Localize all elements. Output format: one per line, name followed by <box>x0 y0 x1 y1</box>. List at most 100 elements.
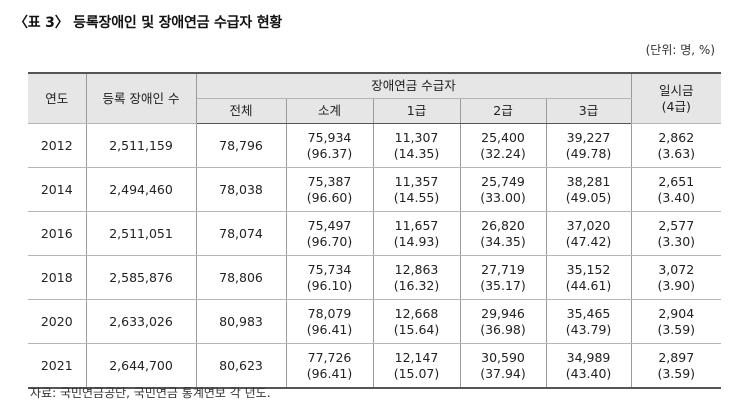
cell-grade3: 39,227 (49.78) <box>545 123 632 168</box>
cell-grade2-percent: (36.98) <box>480 321 526 337</box>
cell-grade2-percent: (32.24) <box>480 145 526 161</box>
cell-grade2-value: 26,820 <box>481 217 525 233</box>
cell-grade1-percent: (14.93) <box>393 233 440 249</box>
cell-total-value: 78,796 <box>219 137 263 153</box>
table-row: 2012 2,511,159 78,796 75,934 (96.37) 11,307 (1… <box>28 123 722 168</box>
cell-grade3-value: 37,020 <box>566 217 611 233</box>
cell-registered: 2,644,700 <box>85 343 197 389</box>
cell-grade2: 29,946 (36.98) <box>459 299 547 344</box>
cell-grade3-value: 35,465 <box>566 305 611 321</box>
cell-year-value: 2020 <box>40 313 73 329</box>
header-total: 전체 <box>196 98 287 124</box>
cell-lump-sum-value: 3,072 <box>658 261 695 277</box>
cell-grade3-percent: (49.05) <box>565 189 612 205</box>
cell-subtotal: 77,726 (96.41) <box>285 343 374 389</box>
cell-total: 78,038 <box>195 167 287 212</box>
cell-registered: 2,494,460 <box>85 167 197 212</box>
cell-grade1: 11,357 (14.55) <box>372 167 461 212</box>
cell-year: 2014 <box>28 167 87 212</box>
cell-grade1-value: 11,657 <box>394 217 439 233</box>
cell-grade2-percent: (33.00) <box>480 189 526 205</box>
cell-total: 78,074 <box>195 211 287 256</box>
cell-grade3-value: 38,281 <box>566 173 611 189</box>
cell-lump-sum: 2,904 (3.59) <box>630 299 722 344</box>
cell-subtotal: 75,497 (96.70) <box>285 211 374 256</box>
header-row-top: 연도 등록 장애인 수 장애연금 수급자 일시금 (4급) <box>28 72 722 124</box>
cell-year: 2021 <box>28 343 87 389</box>
table-body: 2012 2,511,159 78,796 75,934 (96.37) 11,307 (1… <box>28 123 722 389</box>
cell-grade3: 34,989 (43.40) <box>545 343 632 389</box>
header-lump-line1: 일시금 <box>659 82 694 98</box>
cell-grade2: 25,749 (33.00) <box>459 167 547 212</box>
cell-lump-sum-percent: (3.59) <box>657 365 696 381</box>
cell-total: 78,796 <box>195 123 287 168</box>
cell-total: 78,806 <box>195 255 287 300</box>
cell-grade1-value: 11,307 <box>394 129 439 145</box>
cell-grade2-value: 25,749 <box>481 173 525 189</box>
cell-grade3-percent: (43.79) <box>565 321 612 337</box>
cell-total: 80,623 <box>195 343 287 389</box>
cell-lump-sum-value: 2,862 <box>658 129 695 145</box>
cell-year-value: 2021 <box>40 357 73 373</box>
recipients-table: 연도 등록 장애인 수 장애연금 수급자 일시금 (4급) 전체 소계 1급 2… <box>28 72 722 389</box>
cell-subtotal-value: 75,497 <box>307 217 352 233</box>
cell-lump-sum-value: 2,904 <box>658 305 695 321</box>
cell-lump-sum-value: 2,897 <box>658 349 695 365</box>
cell-grade2-value: 29,946 <box>481 305 525 321</box>
cell-grade1-percent: (15.64) <box>393 321 440 337</box>
cell-subtotal-value: 75,934 <box>307 129 352 145</box>
cell-subtotal: 75,934 (96.37) <box>285 123 374 168</box>
table-row: 2021 2,644,700 80,623 77,726 (96.41) 12,147 (1… <box>28 343 722 389</box>
cell-registered-value: 2,585,876 <box>109 269 173 285</box>
cell-lump-sum-percent: (3.30) <box>657 233 696 249</box>
cell-total-value: 80,983 <box>219 313 263 329</box>
cell-grade1-value: 12,147 <box>394 349 439 365</box>
cell-grade2-percent: (37.94) <box>480 365 526 381</box>
cell-grade2-value: 25,400 <box>481 129 525 145</box>
cell-grade2: 30,590 (37.94) <box>459 343 547 389</box>
cell-lump-sum-value: 2,577 <box>658 217 695 233</box>
header-lump-line2: (4급) <box>661 98 691 114</box>
cell-grade3-percent: (47.42) <box>565 233 612 249</box>
cell-registered: 2,511,159 <box>85 123 197 168</box>
source-note: 자료: 국민연금공단, 국민연금 통계연보 각 년도. <box>30 386 271 400</box>
cell-grade1-percent: (14.55) <box>393 189 440 205</box>
header-registered: 등록 장애인 수 <box>85 72 197 124</box>
cell-grade2: 26,820 (34.35) <box>459 211 547 256</box>
cell-subtotal-percent: (96.41) <box>306 365 353 381</box>
header-grade2: 2급 <box>459 98 547 124</box>
cell-subtotal-value: 77,726 <box>307 349 352 365</box>
cell-subtotal-value: 78,079 <box>307 305 352 321</box>
cell-grade1: 12,863 (16.32) <box>372 255 461 300</box>
cell-grade1-value: 12,668 <box>394 305 439 321</box>
cell-registered-value: 2,511,159 <box>109 137 173 153</box>
cell-grade1-percent: (15.07) <box>393 365 440 381</box>
cell-year-value: 2014 <box>40 181 73 197</box>
cell-subtotal: 78,079 (96.41) <box>285 299 374 344</box>
table-row: 2020 2,633,026 80,983 78,079 (96.41) 12,668 (1… <box>28 299 722 344</box>
header-lump-sum: 일시금 (4급) <box>630 72 722 124</box>
cell-year-value: 2016 <box>40 225 73 241</box>
header-year: 연도 <box>28 72 87 124</box>
cell-lump-sum: 2,897 (3.59) <box>630 343 722 389</box>
header-recipients: 장애연금 수급자 <box>195 72 632 99</box>
header-grade1: 1급 <box>372 98 461 124</box>
cell-grade1: 12,147 (15.07) <box>372 343 461 389</box>
cell-grade3-percent: (44.61) <box>565 277 612 293</box>
cell-lump-sum: 3,072 (3.90) <box>630 255 722 300</box>
cell-subtotal: 75,387 (96.60) <box>285 167 374 212</box>
cell-grade3: 35,465 (43.79) <box>545 299 632 344</box>
cell-grade3: 37,020 (47.42) <box>545 211 632 256</box>
cell-lump-sum: 2,651 (3.40) <box>630 167 722 212</box>
cell-year: 2016 <box>28 211 87 256</box>
cell-total-value: 78,806 <box>219 269 263 285</box>
cell-total-value: 78,074 <box>219 225 263 241</box>
cell-lump-sum-percent: (3.59) <box>657 321 696 337</box>
cell-year: 2020 <box>28 299 87 344</box>
cell-grade1-value: 11,357 <box>394 173 439 189</box>
cell-lump-sum-value: 2,651 <box>658 173 695 189</box>
cell-grade3: 38,281 (49.05) <box>545 167 632 212</box>
cell-grade3-value: 34,989 <box>566 349 611 365</box>
cell-grade1-percent: (14.35) <box>393 145 440 161</box>
cell-grade3-value: 35,152 <box>566 261 611 277</box>
